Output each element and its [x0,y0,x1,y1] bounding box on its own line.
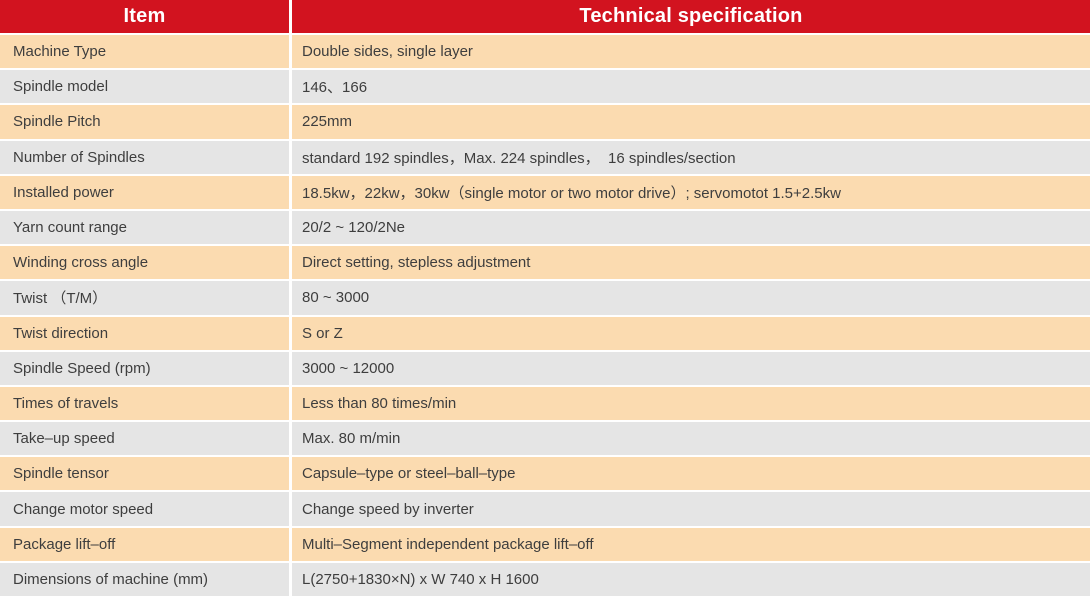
row-item-spindle-tensor: Spindle tensor [0,457,289,491]
row-item-change-motor-speed: Change motor speed [0,492,289,526]
row-spec-yarn-count-range: 20/2 ~ 120/2Ne [292,210,1090,245]
row-item-spindle-pitch: Spindle Pitch [0,105,289,139]
row-spec-twist-tm: 80 ~ 3000 [292,281,1090,315]
row-spec-spindle-pitch: 225mm [292,105,1090,139]
row-item-times-of-travels: Times of travels [0,386,289,421]
row-spec-spindle-tensor: Capsule–type or steel–ball–type [292,457,1090,491]
row-item-machine-type: Machine Type [0,35,289,69]
row-spec-number-of-spindles: standard 192 spindles，Max. 224 spindles，… [292,140,1090,174]
row-item-dimensions-of-machine: Dimensions of machine (mm) [0,562,289,596]
column-header-technical-specification: Technical specification [292,0,1090,33]
row-item-number-of-spindles: Number of Spindles [0,140,289,174]
row-spec-take-up-speed: Max. 80 m/min [292,422,1090,456]
row-spec-change-motor-speed: Change speed by inverter [292,492,1090,526]
row-spec-machine-type: Double sides, single layer [292,35,1090,69]
row-spec-package-lift-off: Multi–Segment independent package lift–o… [292,527,1090,561]
row-item-winding-cross-angle: Winding cross angle [0,246,289,280]
row-item-twist-direction: Twist direction [0,316,289,350]
row-spec-twist-direction: S or Z [292,316,1090,350]
row-spec-installed-power: 18.5kw，22kw，30kw（single motor or two mot… [292,175,1090,209]
row-spec-times-of-travels: Less than 80 times/min [292,386,1090,421]
row-item-installed-power: Installed power [0,175,289,209]
row-spec-dimensions-of-machine: L(2750+1830×N) x W 740 x H 1600 [292,562,1090,596]
row-spec-spindle-model: 146、166 [292,70,1090,104]
row-item-take-up-speed: Take–up speed [0,422,289,456]
row-item-yarn-count-range: Yarn count range [0,210,289,245]
row-spec-winding-cross-angle: Direct setting, stepless adjustment [292,246,1090,280]
row-spec-spindle-speed: 3000 ~ 12000 [292,351,1090,385]
row-item-spindle-model: Spindle model [0,70,289,104]
row-item-twist-tm: Twist （T/M） [0,281,289,315]
column-header-item: Item [0,0,289,33]
row-item-spindle-speed: Spindle Speed (rpm) [0,351,289,385]
row-item-package-lift-off: Package lift–off [0,527,289,561]
